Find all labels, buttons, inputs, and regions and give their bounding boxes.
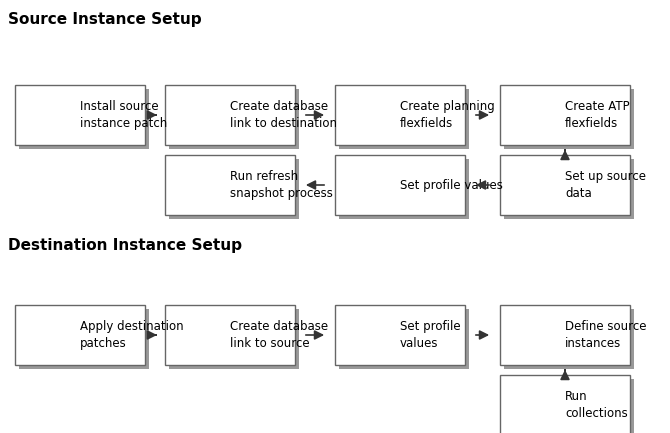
Bar bbox=[169, 309, 299, 369]
Text: Run refresh
snapshot process: Run refresh snapshot process bbox=[230, 170, 333, 200]
Bar bbox=[19, 309, 149, 369]
Bar bbox=[15, 85, 145, 145]
Bar bbox=[335, 155, 465, 215]
Text: Set profile values: Set profile values bbox=[400, 178, 503, 191]
Text: Set profile
values: Set profile values bbox=[400, 320, 461, 350]
Bar bbox=[169, 159, 299, 219]
Bar bbox=[504, 379, 634, 433]
Bar bbox=[504, 159, 634, 219]
Bar bbox=[19, 89, 149, 149]
Text: Create database
link to source: Create database link to source bbox=[230, 320, 328, 350]
Bar bbox=[500, 155, 630, 215]
Bar bbox=[500, 375, 630, 433]
Text: Install source
instance patch: Install source instance patch bbox=[80, 100, 168, 130]
Bar bbox=[339, 89, 469, 149]
Text: Set up source
data: Set up source data bbox=[565, 170, 646, 200]
Text: Source Instance Setup: Source Instance Setup bbox=[8, 12, 202, 27]
Text: Destination Instance Setup: Destination Instance Setup bbox=[8, 238, 242, 253]
Bar bbox=[500, 85, 630, 145]
Bar bbox=[165, 155, 295, 215]
Bar bbox=[504, 309, 634, 369]
Bar bbox=[339, 309, 469, 369]
Text: Apply destination
patches: Apply destination patches bbox=[80, 320, 184, 350]
Bar bbox=[15, 305, 145, 365]
Bar bbox=[335, 85, 465, 145]
Text: Run
collections: Run collections bbox=[565, 390, 628, 420]
Bar bbox=[500, 305, 630, 365]
Text: Create planning
flexfields: Create planning flexfields bbox=[400, 100, 494, 130]
Bar bbox=[165, 85, 295, 145]
Text: Define source
instances: Define source instances bbox=[565, 320, 647, 350]
Text: Create database
link to destination: Create database link to destination bbox=[230, 100, 337, 130]
Bar bbox=[339, 159, 469, 219]
Bar bbox=[504, 89, 634, 149]
Bar bbox=[335, 305, 465, 365]
Text: Create ATP
flexfields: Create ATP flexfields bbox=[565, 100, 630, 130]
Bar bbox=[165, 305, 295, 365]
Bar bbox=[169, 89, 299, 149]
